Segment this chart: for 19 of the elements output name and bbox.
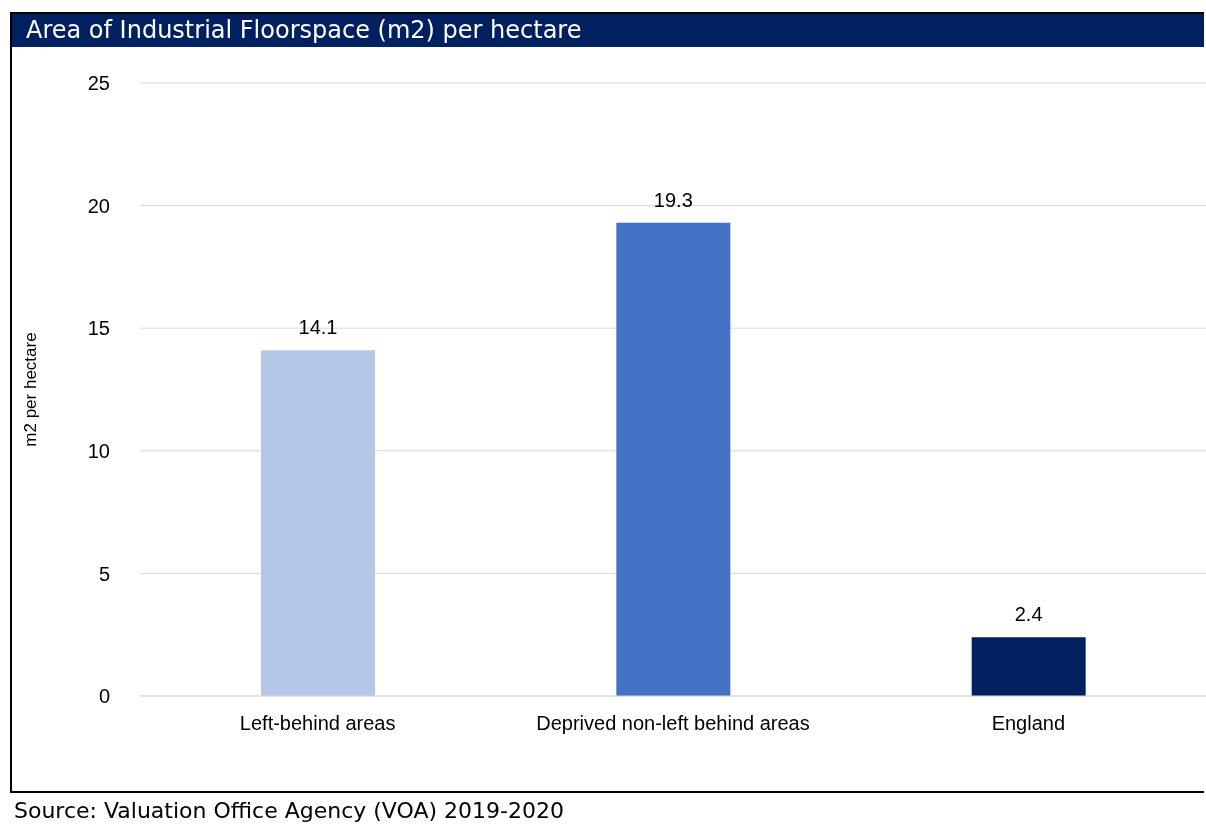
y-tick-label: 10 xyxy=(87,439,110,462)
y-tick-label: 0 xyxy=(98,685,110,708)
y-tick-label: 25 xyxy=(87,72,110,95)
bar xyxy=(261,350,375,696)
data-label: 2.4 xyxy=(1014,603,1043,626)
source-note: Source: Valuation Office Agency (VOA) 2019-2020 xyxy=(14,797,564,825)
bar xyxy=(971,637,1086,696)
chart-title: Area of Industrial Floorspace (m2) per hectare xyxy=(26,15,582,46)
x-tick-label: Left-behind areas xyxy=(239,712,396,735)
data-label: 14.1 xyxy=(298,316,338,339)
y-tick-label: 20 xyxy=(87,194,110,217)
y-tick-label: 5 xyxy=(98,562,110,585)
data-label: 19.3 xyxy=(653,188,693,211)
x-tick-label: England xyxy=(991,712,1066,735)
title-bar: Area of Industrial Floorspace (m2) per hectare xyxy=(12,14,1204,47)
y-tick-label: 15 xyxy=(87,317,110,340)
y-axis-title: m2 per hectare xyxy=(21,332,41,447)
x-tick-label: Deprived non-left behind areas xyxy=(536,712,810,735)
bar xyxy=(616,222,731,696)
